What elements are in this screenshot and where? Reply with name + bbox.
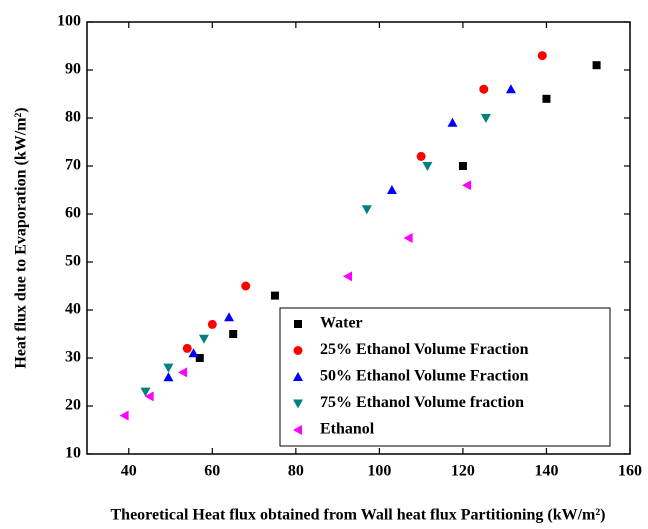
legend-label: Ethanol: [320, 421, 375, 438]
data-point: [224, 312, 235, 322]
data-point: [119, 410, 129, 421]
data-point: [163, 363, 174, 373]
legend-marker: [293, 372, 303, 381]
y-tick-label: 50: [65, 253, 81, 270]
data-point: [416, 151, 426, 161]
data-point: [144, 391, 154, 402]
legend-label: Water: [320, 315, 363, 332]
data-point: [422, 162, 433, 171]
data-point: [188, 348, 199, 358]
data-point: [458, 162, 467, 170]
y-tick-label: 40: [65, 301, 81, 318]
data-point: [386, 185, 397, 194]
data-point: [270, 291, 279, 300]
legend-marker: [293, 346, 303, 355]
y-tick-label: 10: [65, 445, 81, 462]
y-tick-label: 20: [65, 397, 81, 414]
data-point: [505, 84, 516, 94]
x-axis-label: Theoretical Heat flux obtained from Wall…: [111, 507, 606, 524]
y-tick-label: 90: [65, 61, 81, 78]
legend-marker: [294, 320, 302, 328]
x-tick-label: 140: [534, 463, 558, 480]
x-tick-label: 80: [288, 463, 304, 480]
data-point: [480, 114, 491, 123]
x-tick-label: 160: [618, 463, 642, 480]
data-point: [195, 354, 204, 362]
legend-label: 50% Ethanol Volume Fraction: [320, 368, 529, 385]
data-point: [178, 367, 188, 378]
data-point: [207, 319, 217, 329]
legend-box: [279, 307, 611, 447]
data-point: [182, 343, 192, 353]
legend-label: 25% Ethanol Volume Fraction: [320, 341, 529, 358]
x-tick-label: 40: [121, 463, 137, 480]
data-point: [592, 61, 601, 70]
x-tick-label: 60: [204, 463, 220, 480]
data-point: [403, 233, 413, 243]
data-point: [241, 281, 251, 291]
x-tick-label: 120: [451, 463, 475, 480]
y-tick-label: 80: [65, 109, 81, 126]
data-point: [542, 94, 551, 103]
x-tick-label: 100: [367, 463, 391, 480]
data-point: [343, 271, 353, 282]
data-point: [163, 372, 174, 382]
legend-marker: [293, 399, 303, 409]
data-point: [479, 84, 489, 94]
y-tick-label: 70: [65, 157, 81, 174]
data-point: [361, 205, 372, 215]
y-axis-label: Heat flux due to Evaporation (kW/m²): [13, 107, 30, 368]
y-tick-label: 60: [65, 205, 81, 222]
legend-marker: [293, 425, 302, 435]
y-tick-label: 100: [57, 13, 81, 30]
y-tick-label: 30: [65, 349, 81, 366]
data-point: [229, 330, 238, 338]
legend-label: 75% Ethanol Volume fraction: [320, 394, 524, 411]
data-point: [140, 387, 151, 397]
data-point: [462, 180, 472, 191]
data-point: [198, 334, 209, 344]
data-point: [447, 117, 458, 127]
plot-frame: [86, 21, 631, 455]
data-point: [537, 51, 547, 61]
